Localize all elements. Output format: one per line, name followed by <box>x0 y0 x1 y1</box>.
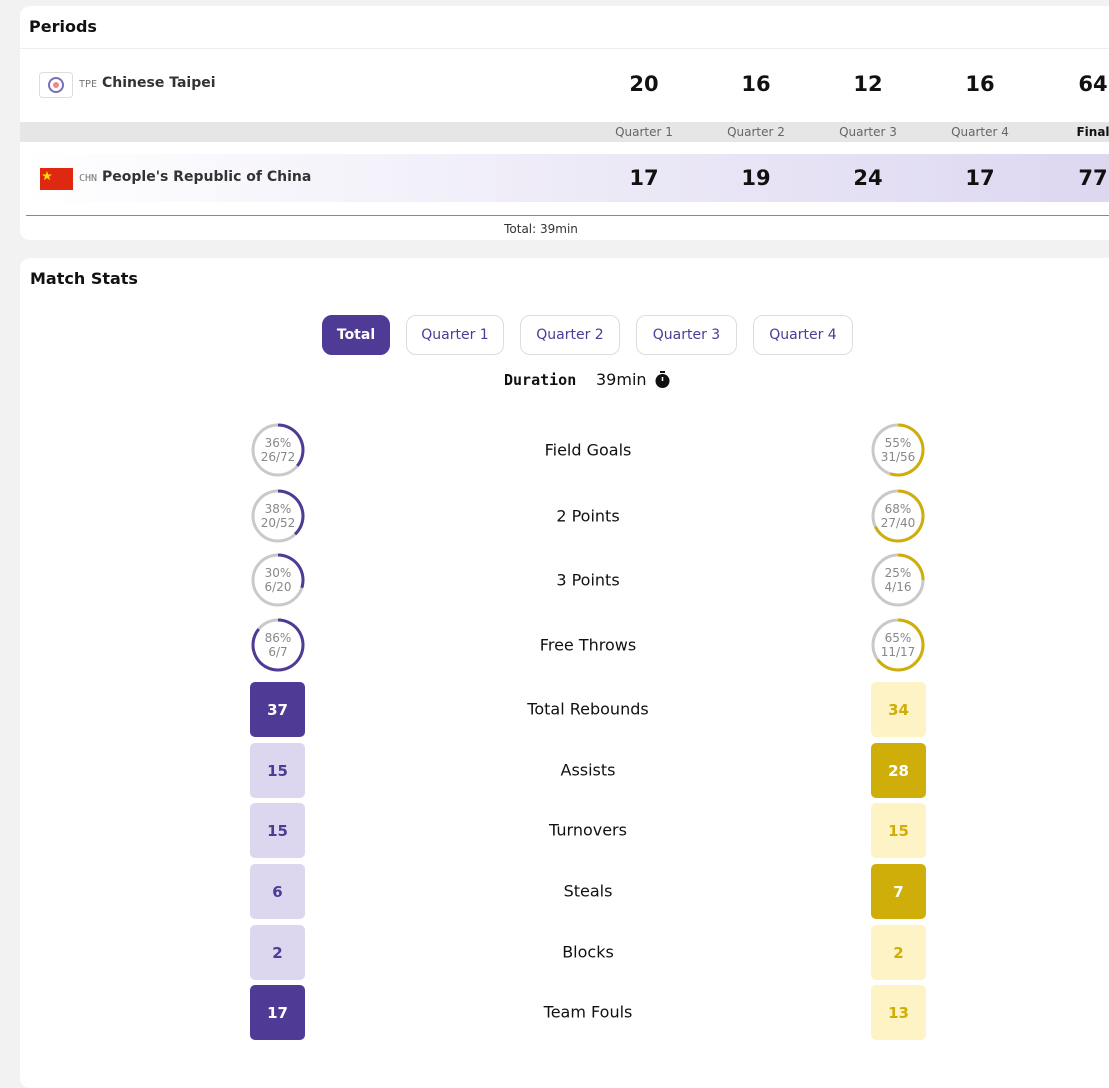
stat-label: Total Rebounds <box>527 699 649 719</box>
stat-label: 3 Points <box>556 570 620 590</box>
ring-arc <box>251 618 305 672</box>
stat-label: 2 Points <box>556 506 620 526</box>
ring-arc <box>277 553 305 589</box>
stat-box: 6 <box>250 864 305 919</box>
ring-percent: 36% <box>264 436 292 450</box>
stat-box: 15 <box>250 803 305 858</box>
stat-box: 17 <box>250 985 305 1040</box>
ring-percent: 38% <box>264 502 292 516</box>
ring-made: 20/52 <box>260 516 296 530</box>
period-score: 19 <box>741 166 771 190</box>
period-score: 17 <box>965 166 995 190</box>
period-score: 64 <box>1078 72 1108 96</box>
tab[interactable]: Quarter 3 <box>636 315 737 355</box>
ring-made: 31/56 <box>880 450 916 464</box>
tab[interactable]: Total <box>322 315 390 355</box>
ring-arc <box>876 618 925 672</box>
stat-label: Team Fouls <box>543 1002 633 1022</box>
stat-label: Field Goals <box>544 440 632 460</box>
period-label: Quarter 4 <box>951 125 1009 139</box>
team-name: People's Republic of China <box>102 169 312 185</box>
ring-arc <box>277 489 305 536</box>
tpe-flag <box>39 72 73 98</box>
periods-title: Periods <box>29 17 97 36</box>
ring-arc <box>874 489 925 543</box>
ring-made: 6/20 <box>264 580 292 594</box>
period-score: 17 <box>629 166 659 190</box>
duration-value: 39min <box>596 370 647 389</box>
team-code: TPE <box>79 79 98 90</box>
chn-flag <box>40 168 73 190</box>
period-label: Quarter 1 <box>615 125 673 139</box>
ring-made: 4/16 <box>884 580 912 594</box>
ring-arc <box>889 423 925 477</box>
stat-box: 28 <box>871 743 926 798</box>
period-score: 20 <box>629 72 659 96</box>
stat-box: 15 <box>871 803 926 858</box>
stat-box: 15 <box>250 743 305 798</box>
period-score: 24 <box>853 166 883 190</box>
duration-label: Duration <box>504 371 577 389</box>
period-score: 12 <box>853 72 883 96</box>
row-highlight <box>20 154 1109 202</box>
stat-box: 2 <box>871 925 926 980</box>
ring-arc <box>277 423 305 467</box>
period-label: Quarter 2 <box>727 125 785 139</box>
stopwatch-icon <box>655 371 670 388</box>
stat-box: 37 <box>250 682 305 737</box>
stat-label: Blocks <box>562 942 614 962</box>
period-label: Quarter 3 <box>839 125 897 139</box>
divider <box>20 48 1109 49</box>
tab[interactable]: Quarter 1 <box>406 315 504 355</box>
tab[interactable]: Quarter 4 <box>753 315 853 355</box>
period-score: 16 <box>741 72 771 96</box>
match-stats-title: Match Stats <box>30 269 138 288</box>
ring-arc <box>897 553 925 581</box>
ring-percent: 30% <box>264 566 292 580</box>
column-band <box>20 122 1109 142</box>
team-name: Chinese Taipei <box>102 75 216 91</box>
stat-box: 2 <box>250 925 305 980</box>
period-label: Final <box>1076 125 1109 139</box>
ring-percent: 68% <box>884 502 912 516</box>
total-duration: Total: 39min <box>504 222 578 236</box>
stat-label: Free Throws <box>539 635 637 655</box>
divider <box>26 215 1109 216</box>
period-score: 16 <box>965 72 995 96</box>
period-score: 77 <box>1078 166 1108 190</box>
ring-percent: 55% <box>884 436 912 450</box>
stat-box: 13 <box>871 985 926 1040</box>
stat-box: 7 <box>871 864 926 919</box>
match-stats-card: Match Stats <box>20 258 1109 1088</box>
periods-card: Periods Total: 39min TPE Chinese Taipei 20… <box>20 6 1109 240</box>
stat-label: Turnovers <box>549 820 627 840</box>
stat-box: 34 <box>871 682 926 737</box>
tab[interactable]: Quarter 2 <box>520 315 620 355</box>
team-code: CHN <box>79 173 98 184</box>
ring-percent: 25% <box>884 566 912 580</box>
ring-made: 27/40 <box>880 516 916 530</box>
stat-label: Steals <box>563 881 613 901</box>
ring-made: 6/7 <box>268 645 288 659</box>
ring-percent: 86% <box>264 631 292 645</box>
ring-made: 11/17 <box>880 645 916 659</box>
ring-percent: 65% <box>884 631 912 645</box>
stat-label: Assists <box>560 760 616 780</box>
ring-made: 26/72 <box>260 450 296 464</box>
